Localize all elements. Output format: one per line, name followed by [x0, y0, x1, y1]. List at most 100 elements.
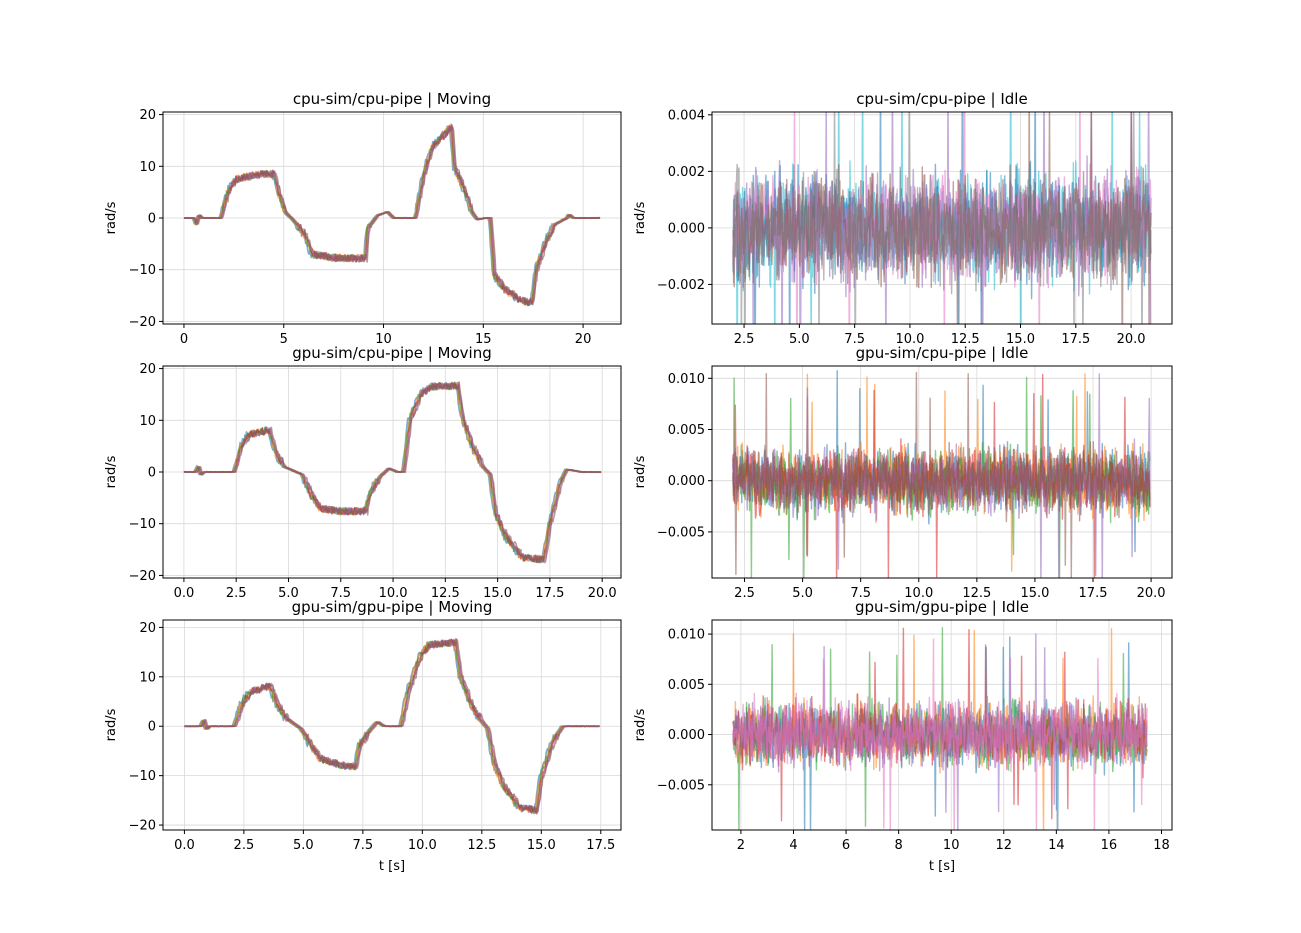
series-line-6 [183, 381, 602, 564]
x-tick-label: 7.5 [850, 586, 871, 601]
x-tick-label: 10 [375, 332, 392, 347]
y-tick-label: −10 [129, 769, 156, 784]
y-tick-label: 0.005 [668, 678, 705, 693]
y-tick-label: −10 [129, 517, 156, 532]
x-tick-label: 2.5 [226, 586, 247, 601]
axes-frame [162, 619, 622, 831]
series-group [183, 123, 601, 307]
chart-panel-1: 0 5 10 15 20 −20 −10 0 10 20 cpu-sim/cpu-pipe | Mo… [104, 90, 622, 347]
chart-title: gpu-sim/cpu-pipe | Idle [856, 344, 1029, 362]
x-tick-label: 5.0 [789, 332, 810, 347]
chart-panel-4: 2.5 5.0 7.5 10.0 12.5 15.0 17.5 20.0 −0.005 0.000… [633, 344, 1173, 601]
x-axis-label: t [s] [929, 859, 955, 874]
x-tick-label: 2 [737, 838, 745, 853]
y-tick-label: 0 [148, 720, 156, 735]
y-tick-label: −20 [129, 315, 156, 330]
x-tick-label: 10.0 [895, 332, 924, 347]
y-tick-label: −0.005 [657, 525, 705, 540]
x-tick-label: 20.0 [588, 586, 617, 601]
x-tick-label: 7.5 [330, 586, 351, 601]
y-tick-label: 0.004 [668, 108, 705, 123]
y-axis-label: rad/s [104, 455, 119, 488]
x-tick-label: 15 [475, 332, 492, 347]
series-group [184, 638, 601, 815]
x-tick-label: 7.5 [353, 838, 374, 853]
x-tick-label: 10 [943, 838, 960, 853]
y-tick-label: 10 [139, 414, 156, 429]
series-line-6 [732, 638, 1148, 830]
y-tick-label: −10 [129, 263, 156, 278]
x-tick-label: 7.5 [844, 332, 865, 347]
x-tick-label: 0.0 [174, 586, 195, 601]
series-group [732, 370, 1151, 578]
x-tick-label: 15.0 [483, 586, 512, 601]
series-line-6 [184, 638, 601, 814]
x-tick-label: 14 [1048, 838, 1065, 853]
y-tick-label: 0 [148, 466, 156, 481]
x-tick-label: 12.5 [467, 838, 496, 853]
series-line-2 [183, 382, 602, 564]
x-tick-label: 17.5 [1061, 332, 1090, 347]
x-axis-label: t [s] [379, 859, 405, 874]
y-axis-label: rad/s [633, 201, 648, 234]
y-tick-label: 20 [139, 362, 156, 377]
x-tick-label: 10.0 [408, 838, 437, 853]
y-tick-label: −20 [129, 569, 156, 584]
x-tick-label: 12.5 [431, 586, 460, 601]
x-tick-label: 10.0 [904, 586, 933, 601]
y-tick-label: 10 [139, 670, 156, 685]
y-axis-label: rad/s [633, 708, 648, 741]
series-line-6 [732, 112, 1152, 324]
y-tick-label: 10 [139, 160, 156, 175]
x-tick-label: 20.0 [1117, 332, 1146, 347]
x-tick-label: 18 [1153, 838, 1170, 853]
y-tick-label: −20 [129, 819, 156, 834]
y-tick-label: 0.010 [668, 628, 705, 643]
chart-title: gpu-sim/cpu-pipe | Moving [292, 344, 492, 362]
x-tick-label: 5.0 [278, 586, 299, 601]
x-tick-label: 17.5 [535, 586, 564, 601]
y-tick-label: 0.000 [668, 474, 705, 489]
series-group [183, 381, 602, 564]
x-tick-label: 0 [180, 332, 188, 347]
x-tick-label: 12.5 [962, 586, 991, 601]
chart-panel-2: 2.5 5.0 7.5 10.0 12.5 15.0 17.5 20.0 −0.002 0.000… [633, 90, 1173, 347]
x-tick-label: 20.0 [1137, 586, 1166, 601]
series-line-6 [183, 125, 600, 306]
chart-title: gpu-sim/gpu-pipe | Moving [292, 598, 493, 616]
axes-frame [711, 365, 1173, 579]
x-tick-label: 15.0 [527, 838, 556, 853]
series-group [732, 627, 1148, 830]
y-axis-label: rad/s [104, 708, 119, 741]
chart-panel-6: 2 4 6 8 10 12 14 16 18 −0.005 0.000 0.005 0.010 gpu-s… [633, 598, 1173, 874]
chart-title: cpu-sim/cpu-pipe | Moving [293, 90, 491, 108]
y-tick-label: 0.005 [668, 423, 705, 438]
chart-panel-3: 0.0 2.5 5.0 7.5 10.0 12.5 15.0 17.5 20.0 −20 −10 0 1… [104, 344, 622, 601]
y-tick-label: 0 [148, 212, 156, 227]
y-tick-label: 20 [139, 621, 156, 636]
x-tick-label: 16 [1101, 838, 1118, 853]
y-tick-label: 20 [139, 108, 156, 123]
chart-title: gpu-sim/gpu-pipe | Idle [855, 598, 1029, 616]
x-tick-label: 4 [789, 838, 797, 853]
series-line-6 [732, 371, 1151, 578]
x-tick-label: 12 [995, 838, 1012, 853]
x-tick-label: 2.5 [734, 332, 755, 347]
x-tick-label: 6 [842, 838, 850, 853]
x-tick-label: 17.5 [1079, 586, 1108, 601]
y-axis-label: rad/s [104, 201, 119, 234]
x-tick-label: 5 [280, 332, 288, 347]
x-tick-label: 5.0 [792, 586, 813, 601]
y-tick-label: −0.002 [657, 278, 705, 293]
y-tick-label: 0.000 [668, 728, 705, 743]
x-tick-label: 0.0 [174, 838, 195, 853]
chart-panel-5: 0.0 2.5 5.0 7.5 10.0 12.5 15.0 17.5 −20 −10 0 10 20 g… [104, 598, 622, 874]
series-line-3 [183, 381, 602, 564]
axes-frame [711, 619, 1173, 831]
y-tick-label: 0.000 [668, 221, 705, 236]
x-tick-label: 17.5 [586, 838, 615, 853]
x-tick-label: 12.5 [951, 332, 980, 347]
x-tick-label: 2.5 [234, 838, 255, 853]
y-tick-label: 0.002 [668, 165, 705, 180]
